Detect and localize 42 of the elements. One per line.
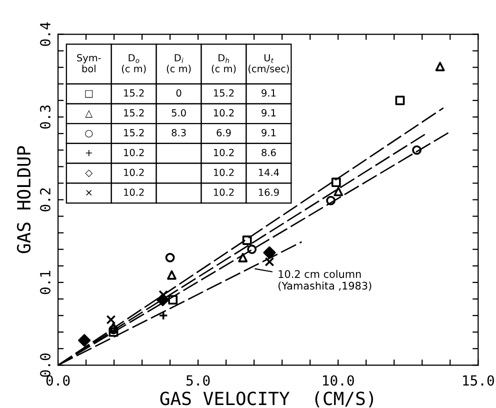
annotation: 8.6 (262, 148, 276, 156)
y-tick-label: 0.2 (40, 188, 50, 212)
annotation: 10.2 (124, 188, 144, 196)
annotation: 16.9 (258, 188, 279, 196)
annotation: 8.3 (172, 129, 186, 136)
y-tick-label: 0.4 (40, 22, 50, 46)
y-axis-title: GAS HOLDUP (16, 146, 31, 254)
annotation: 9.1 (262, 109, 276, 117)
annotation: 14.4 (258, 168, 279, 176)
annotation: 10.2 (214, 148, 234, 156)
annotation: ◇ (85, 170, 93, 178)
y-tick-label: 0.1 (40, 270, 50, 294)
annotation: 0 (176, 89, 182, 97)
annotation: D$_{h}$ (c m) (212, 54, 236, 74)
annotation: 10.2 (214, 188, 234, 196)
annotation: + (86, 150, 92, 156)
annotation: D$_{o}$ (c m) (122, 54, 146, 74)
y-tick-label: 0.3 (40, 105, 50, 129)
x-axis-title: GAS VELOCITY (CM/S) (160, 391, 374, 408)
annotation: △ (85, 110, 93, 118)
x-tick-label: 10.0 (323, 375, 354, 386)
annotation: 9.1 (262, 129, 276, 136)
annotation: ○ (85, 130, 93, 138)
annotation: × (86, 190, 92, 196)
annotation: 15.2 (124, 89, 144, 97)
annotation: 10.2 (214, 168, 234, 176)
annotation: □ (85, 90, 93, 98)
annotation: U$_{t}$ (cm/sec) (248, 54, 289, 74)
annotation: Sym- bol (77, 54, 101, 72)
x-tick-label: 5.0 (186, 375, 210, 386)
annotation: 15.2 (124, 129, 144, 136)
annotation: 9.1 (262, 89, 276, 97)
x-tick-label: 15.0 (463, 375, 494, 386)
annotation: 6.9 (216, 129, 231, 136)
annotation: 15.2 (214, 89, 234, 97)
annotation: D$_{i}$ (c m) (166, 54, 191, 74)
annotation: 10.2 (214, 109, 234, 117)
annotation: 10.2 (124, 168, 144, 176)
annotation: 10.2 cm column (Yamashita ,1983) (278, 270, 372, 291)
annotation: 10.2 (124, 148, 144, 156)
annotation: 15.2 (124, 109, 144, 117)
annotation: 5.0 (172, 109, 186, 117)
